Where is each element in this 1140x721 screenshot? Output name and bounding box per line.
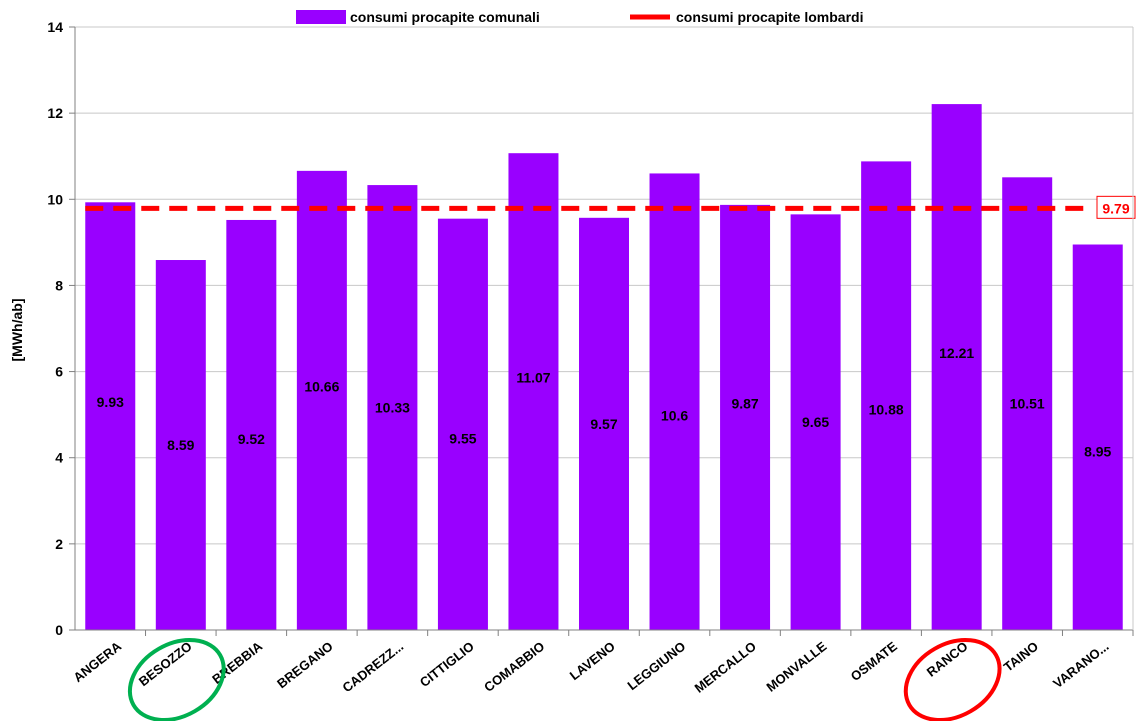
bar-value-label: 9.87 xyxy=(731,395,758,411)
bar xyxy=(85,202,136,630)
bar-value-label: 10.66 xyxy=(304,378,339,394)
bar-value-label: 11.07 xyxy=(516,370,550,386)
bar-value-label: 10.88 xyxy=(869,402,904,418)
x-tick-label: ANGERA xyxy=(70,638,124,685)
bar-value-label: 10.33 xyxy=(375,400,410,416)
legend: consumi procapite comunali consumi procap… xyxy=(296,9,863,25)
bar-value-label: 9.52 xyxy=(238,431,265,447)
x-tick-label: CITTIGLIO xyxy=(417,639,477,690)
y-tick-label: 6 xyxy=(55,364,63,380)
axes: 0 2 4 6 8 10 12 14 xyxy=(47,19,1134,638)
bar-value-label: 9.55 xyxy=(449,430,476,446)
reference-value-box xyxy=(1096,195,1136,219)
x-tick-label: COMABBIO xyxy=(481,639,547,695)
bar xyxy=(579,217,629,630)
highlight-circle xyxy=(903,638,1002,721)
y-tick-label: 0 xyxy=(55,622,63,638)
bar xyxy=(649,173,700,630)
y-tick-label: 4 xyxy=(55,450,63,466)
bar-value-label: 9.65 xyxy=(802,414,829,430)
y-axis-label: [MWh/ab] xyxy=(9,299,25,362)
bar xyxy=(1072,244,1123,630)
value-labels: 9.93 8.59 9.52 10.66 10.33 9.55 11.07 9.57 10.6 9… xyxy=(97,345,1112,459)
x-tick-label: BREGANO xyxy=(274,639,336,692)
bar-value-label: 9.93 xyxy=(97,394,124,410)
legend-swatch-bars xyxy=(296,10,346,24)
x-tick-label: OSMATE xyxy=(848,638,901,684)
bar xyxy=(155,260,206,630)
y-tick-label: 12 xyxy=(47,105,63,121)
bar-value-label: 10.6 xyxy=(661,408,688,424)
bar-value-label: 8.59 xyxy=(167,437,194,453)
bar xyxy=(367,185,418,630)
x-tick-label: CADREZZ... xyxy=(340,639,407,696)
bar xyxy=(1002,177,1053,631)
bar-value-label: 10.51 xyxy=(1010,396,1045,412)
x-tick-label: MONVALLE xyxy=(763,638,829,694)
bar-value-label: 8.95 xyxy=(1084,443,1111,459)
x-tick-label: LAVENO xyxy=(567,639,618,684)
bar-value-label: 9.57 xyxy=(590,416,617,432)
bar-value-label: 12.21 xyxy=(939,345,974,361)
bar xyxy=(861,161,912,630)
x-tick-label: TAINO xyxy=(1001,639,1041,675)
bar xyxy=(720,204,771,630)
reference-line: 9.79 xyxy=(85,195,1136,219)
bar xyxy=(508,153,559,630)
bar xyxy=(437,218,488,631)
highlight-circles xyxy=(127,638,1002,721)
bars xyxy=(85,104,1123,631)
x-tick-label: VARANO... xyxy=(1050,639,1111,692)
legend-label-bars: consumi procapite comunali xyxy=(350,9,540,25)
y-tick-label: 2 xyxy=(55,536,63,552)
reference-value-label: 9.79 xyxy=(1102,200,1129,216)
legend-label-line: consumi procapite lombardi xyxy=(676,9,863,25)
bar xyxy=(296,170,347,630)
bar xyxy=(931,104,982,631)
y-tick-label: 10 xyxy=(47,191,63,207)
bar xyxy=(226,219,277,630)
y-tick-label: 14 xyxy=(47,19,63,35)
x-tick-label: BREBBIA xyxy=(209,638,265,687)
x-tick-labels: ANGERA BESOZZO BREBBIA BREGANO CADREZZ... CIT… xyxy=(70,638,1111,696)
x-tick-label: MERCALLO xyxy=(692,639,759,696)
highlight-circle xyxy=(127,638,226,721)
x-tick-label: LEGGIUNO xyxy=(625,639,689,694)
y-tick-label: 8 xyxy=(55,277,63,293)
bar xyxy=(790,214,841,630)
